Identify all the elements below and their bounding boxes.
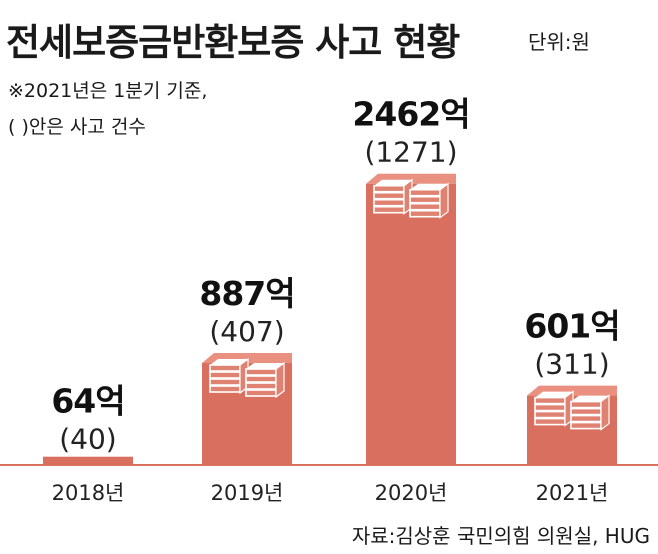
category-label: 2018년 xyxy=(52,481,125,505)
note-basis: ※2021년은 1분기 기준, xyxy=(8,80,208,102)
money-stack-icon xyxy=(534,390,610,431)
count-label: (311) xyxy=(534,348,609,381)
count-label: (1271) xyxy=(364,136,457,169)
bar-2018년 xyxy=(43,456,133,464)
money-stack-icon xyxy=(373,178,449,219)
category-label: 2019년 xyxy=(211,481,284,505)
money-stack-icon xyxy=(209,357,285,399)
value-label: 64억 xyxy=(51,382,124,421)
count-label: (407) xyxy=(209,315,284,348)
bar-2020년 xyxy=(366,183,456,465)
value-label: 601억 xyxy=(524,307,619,346)
note-counts: ( )안은 사고 건수 xyxy=(8,116,146,138)
count-label: (40) xyxy=(59,423,116,456)
source-credit: 자료:김상훈 국민의힘 의원실, HUG xyxy=(351,524,650,548)
value-label: 887억 xyxy=(199,274,294,313)
unit-label: 단위:원 xyxy=(528,30,590,54)
value-label: 2462억 xyxy=(352,95,469,134)
chart-title: 전세보증금반환보증 사고 현황 xyxy=(6,21,460,64)
category-label: 2020년 xyxy=(375,481,448,505)
category-label: 2021년 xyxy=(536,481,609,505)
